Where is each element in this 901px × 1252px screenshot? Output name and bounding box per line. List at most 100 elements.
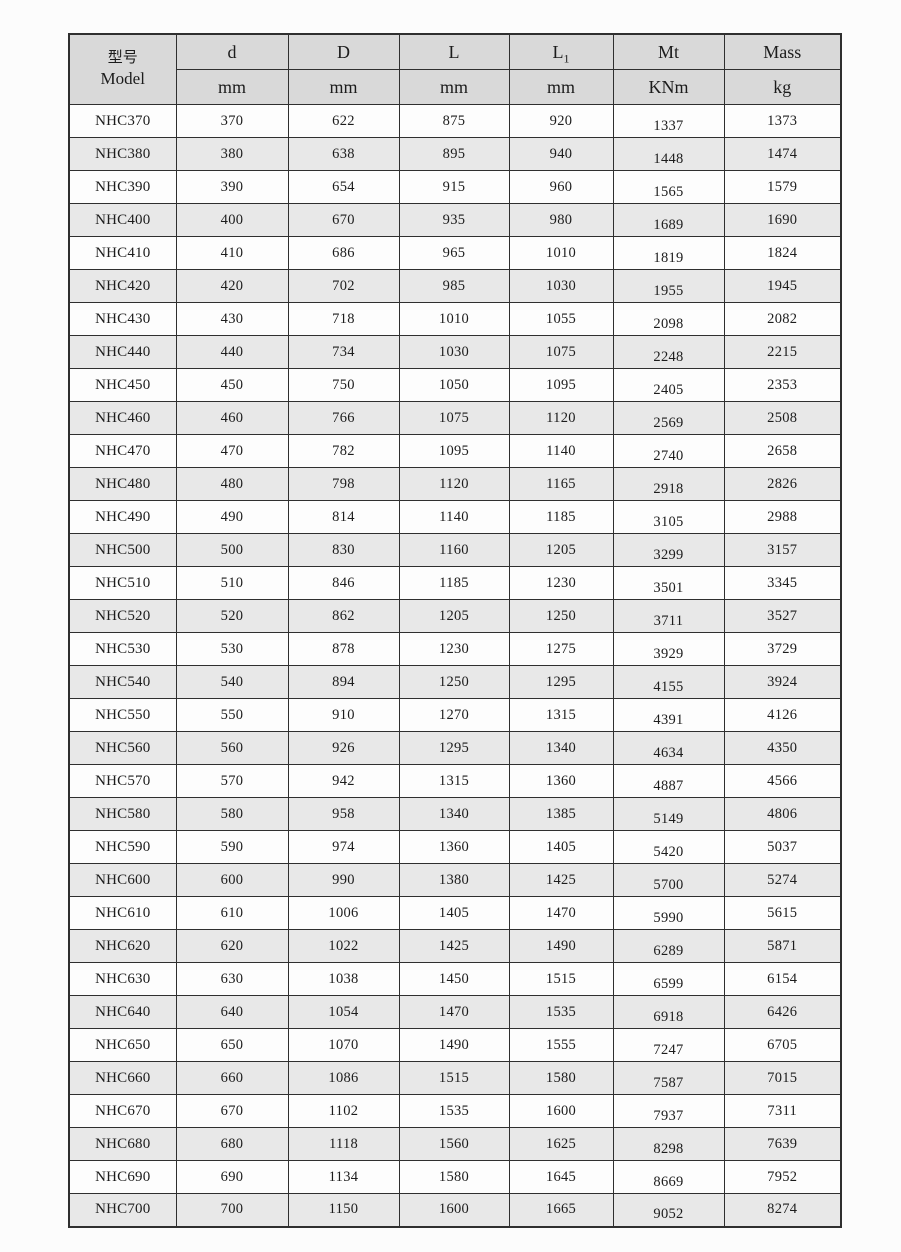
value-cell: 680	[175, 1127, 289, 1161]
model-header-english: Model	[100, 69, 145, 89]
cell-text: 430	[220, 310, 244, 327]
value-cell: 1315	[508, 698, 614, 732]
table-header: 型号 Model d D L L1 Mt Mass mm mm mm mm KN…	[68, 33, 842, 105]
value-cell: 400	[175, 203, 289, 237]
value-cell: 1490	[398, 1028, 510, 1062]
cell-text: 1535	[438, 1102, 470, 1119]
cell-text: 1150	[328, 1201, 359, 1218]
value-cell: 814	[287, 500, 400, 534]
cell-text: 570	[220, 772, 244, 789]
model-cell: NHC690	[68, 1160, 177, 1194]
model-cell: NHC530	[68, 632, 177, 666]
value-cell: 1665	[508, 1193, 614, 1227]
model-cell: NHC400	[68, 203, 177, 237]
table-row: NHC400 400 670 935 980 1689 1690	[68, 203, 842, 237]
cell-text: 3929	[653, 645, 684, 662]
table-row: NHC420 420 702 985 1030 1955 1945	[68, 269, 842, 303]
cell-text: 1230	[545, 574, 577, 591]
table-row: NHC690 690 1134 1580 1645 8669 7952	[68, 1160, 842, 1194]
cell-text: 1055	[545, 310, 577, 327]
cell-text: 1102	[328, 1102, 359, 1119]
cell-text: 5990	[653, 909, 684, 926]
cell-text: NHC540	[95, 673, 151, 690]
table-row: NHC500 500 830 1160 1205 3299 3157	[68, 533, 842, 567]
cell-text: NHC600	[95, 871, 151, 888]
cell-text: 4350	[767, 739, 798, 756]
value-cell: 7587	[612, 1061, 725, 1095]
column-header-L1: L1	[508, 33, 614, 70]
value-cell: 520	[175, 599, 289, 633]
value-cell: 1380	[398, 863, 510, 897]
cell-text: NHC400	[95, 211, 151, 228]
value-cell: 2215	[723, 335, 842, 369]
value-cell: 530	[175, 632, 289, 666]
cell-text: 480	[220, 475, 244, 492]
value-cell: 580	[175, 797, 289, 831]
cell-text: NHC470	[95, 442, 151, 459]
cell-text: 5420	[653, 843, 684, 860]
cell-text: 1165	[546, 475, 576, 492]
value-cell: 1140	[398, 500, 510, 534]
value-cell: 3157	[723, 533, 842, 567]
value-cell: 7937	[612, 1094, 725, 1128]
cell-text: 1230	[438, 640, 470, 657]
model-cell: NHC600	[68, 863, 177, 897]
cell-text: 640	[220, 1003, 244, 1020]
model-header-chinese: 型号	[107, 49, 138, 66]
value-cell: 985	[398, 269, 510, 303]
cell-text: 1010	[545, 244, 577, 261]
cell-text: 910	[332, 706, 355, 723]
value-cell: 600	[175, 863, 289, 897]
model-cell: NHC650	[68, 1028, 177, 1062]
cell-text: NHC650	[95, 1036, 151, 1053]
table-row: NHC380 380 638 895 940 1448 1474	[68, 137, 842, 171]
value-cell: 638	[287, 137, 400, 171]
value-cell: 540	[175, 665, 289, 699]
cell-text: 2569	[653, 414, 684, 431]
cell-text: NHC500	[95, 541, 151, 558]
value-cell: 965	[398, 236, 510, 270]
value-cell: 4806	[723, 797, 842, 831]
cell-text: 734	[332, 343, 355, 360]
value-cell: 926	[287, 731, 400, 765]
value-cell: 782	[287, 434, 400, 468]
table-row: NHC530 530 878 1230 1275 3929 3729	[68, 632, 842, 666]
cell-text: 7015	[767, 1069, 798, 1086]
cell-text: 8298	[653, 1140, 684, 1157]
cell-text: 6705	[767, 1036, 798, 1053]
value-cell: 3924	[723, 665, 842, 699]
value-cell: 1270	[398, 698, 510, 732]
cell-text: 1315	[438, 772, 470, 789]
value-cell: 894	[287, 665, 400, 699]
table-row: NHC640 640 1054 1470 1535 6918 6426	[68, 995, 842, 1029]
value-cell: 935	[398, 203, 510, 237]
value-cell: 6918	[612, 995, 725, 1029]
cell-text: 6918	[653, 1008, 684, 1025]
cell-text: NHC490	[95, 508, 151, 525]
table-row: NHC680 680 1118 1560 1625 8298 7639	[68, 1127, 842, 1161]
cell-text: 470	[220, 442, 244, 459]
value-cell: 2569	[612, 401, 725, 435]
value-cell: 2918	[612, 467, 725, 501]
value-cell: 5871	[723, 929, 842, 963]
value-cell: 1050	[398, 368, 510, 402]
cell-text: 5615	[767, 904, 798, 921]
value-cell: 798	[287, 467, 400, 501]
cell-text: NHC560	[95, 739, 151, 756]
cell-text: 974	[332, 838, 355, 855]
table-row: NHC560 560 926 1295 1340 4634 4350	[68, 731, 842, 765]
value-cell: 5149	[612, 797, 725, 831]
value-cell: 2405	[612, 368, 725, 402]
cell-text: NHC680	[95, 1135, 151, 1152]
cell-text: NHC660	[95, 1069, 151, 1086]
value-cell: 3729	[723, 632, 842, 666]
table-row: NHC580 580 958 1340 1385 5149 4806	[68, 797, 842, 831]
value-cell: 1054	[287, 995, 400, 1029]
value-cell: 7952	[723, 1160, 842, 1194]
cell-text: 935	[442, 211, 466, 228]
unit-header-L: mm	[398, 69, 510, 105]
cell-text: 6154	[767, 970, 798, 987]
model-cell: NHC700	[68, 1193, 177, 1227]
cell-text: 3157	[767, 541, 798, 558]
value-cell: 1645	[508, 1160, 614, 1194]
